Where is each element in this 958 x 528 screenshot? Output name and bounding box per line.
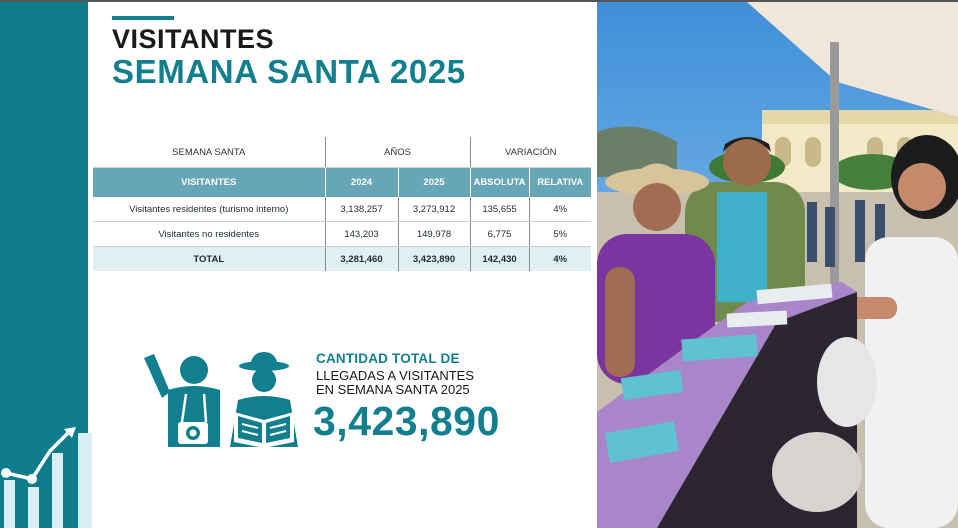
row-label: Visitantes no residentes xyxy=(93,221,325,247)
cell-2024: 3,281,460 xyxy=(324,246,398,271)
header-visitantes: VISITANTES xyxy=(93,167,326,197)
table-column-header-row: VISITANTES 2024 2025 ABSOLUTA RELATIVA xyxy=(93,167,591,197)
title-accent xyxy=(112,16,174,20)
page-title: VISITANTES xyxy=(112,24,275,54)
cell-2024: 143,203 xyxy=(324,221,398,247)
photo-market-stall xyxy=(597,2,958,528)
tourists-icon xyxy=(144,352,298,448)
visitors-table: SEMANA SANTA AÑOS VARIACIÓN VISITANTES 2… xyxy=(93,137,591,271)
cell-absolute: 142,430 xyxy=(469,246,529,271)
growth-chart-icon xyxy=(1,427,92,528)
header-2025: 2025 xyxy=(398,167,471,197)
kpi-sublabel: LLEGADAS A VISITANTES EN SEMANA SANTA 20… xyxy=(316,369,474,397)
cell-2024: 3,138,257 xyxy=(324,197,398,222)
kpi-sublabel-line1: LLEGADAS A VISITANTES xyxy=(316,368,474,383)
table-row: Visitantes residentes (turismo interno) … xyxy=(93,197,591,222)
table-row: Visitantes no residentes 143,203 149,978… xyxy=(93,221,591,247)
header-variacion: VARIACIÓN xyxy=(469,137,591,168)
header-absoluta: ABSOLUTA xyxy=(470,167,530,197)
top-border xyxy=(0,0,958,2)
cell-2025: 3,423,890 xyxy=(397,246,470,271)
cell-absolute: 6,775 xyxy=(469,221,529,247)
row-label: Visitantes residentes (turismo interno) xyxy=(93,197,325,222)
header-semana-santa: SEMANA SANTA xyxy=(93,137,325,168)
cell-relative: 5% xyxy=(528,221,591,247)
cell-2025: 149,978 xyxy=(397,221,470,247)
table-group-header-row: SEMANA SANTA AÑOS VARIACIÓN xyxy=(93,137,591,168)
table-total-row: TOTAL 3,281,460 3,423,890 142,430 4% xyxy=(93,246,591,271)
kpi-value: 3,423,890 xyxy=(313,398,500,444)
row-label: TOTAL xyxy=(93,246,325,271)
header-2024: 2024 xyxy=(325,167,399,197)
cell-relative: 4% xyxy=(528,197,591,222)
header-anos: AÑOS xyxy=(324,137,470,168)
kpi-label: CANTIDAD TOTAL DE xyxy=(316,351,460,366)
cell-absolute: 135,655 xyxy=(469,197,529,222)
kpi-sublabel-line2: EN SEMANA SANTA 2025 xyxy=(316,382,470,397)
cell-2025: 3,273,912 xyxy=(397,197,470,222)
left-sidebar-band xyxy=(0,2,88,528)
page-subtitle: SEMANA SANTA 2025 xyxy=(112,53,466,90)
cell-relative: 4% xyxy=(528,246,591,271)
header-relativa: RELATIVA xyxy=(529,167,591,197)
